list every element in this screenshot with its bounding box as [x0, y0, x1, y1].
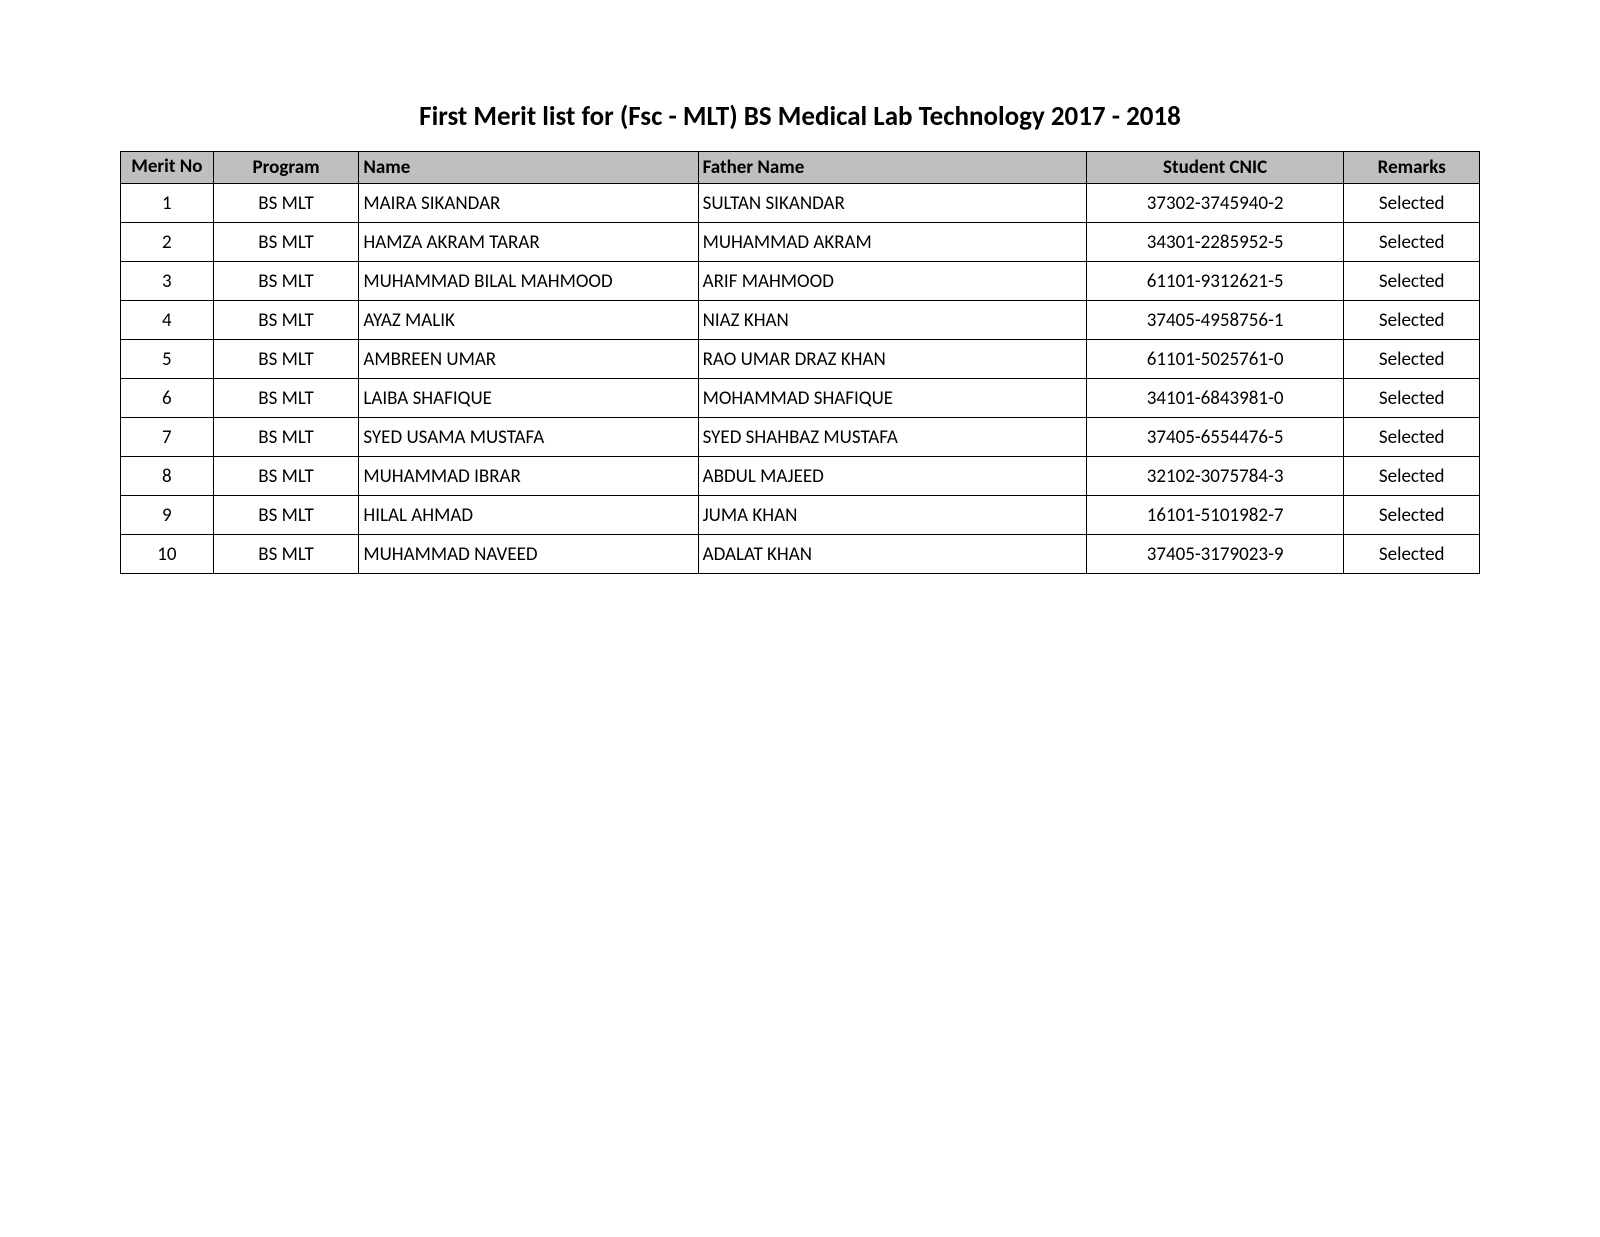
page-title: First Merit list for (Fsc - MLT) BS Medi… — [120, 100, 1480, 133]
column-header: Student CNIC — [1086, 152, 1344, 184]
cell-program: BS MLT — [213, 418, 359, 457]
header-row: Merit NoProgramNameFather NameStudent CN… — [121, 152, 1480, 184]
cell-cnic: 34301-2285952-5 — [1086, 223, 1344, 262]
cell-father: NIAZ KHAN — [698, 301, 1086, 340]
cell-merit: 2 — [121, 223, 214, 262]
cell-father: JUMA KHAN — [698, 496, 1086, 535]
cell-program: BS MLT — [213, 301, 359, 340]
document-container: First Merit list for (Fsc - MLT) BS Medi… — [0, 0, 1600, 574]
cell-name: HAMZA AKRAM TARAR — [359, 223, 698, 262]
cell-father: RAO UMAR DRAZ KHAN — [698, 340, 1086, 379]
cell-name: SYED USAMA MUSTAFA — [359, 418, 698, 457]
cell-program: BS MLT — [213, 340, 359, 379]
cell-cnic: 37405-4958756-1 — [1086, 301, 1344, 340]
cell-program: BS MLT — [213, 379, 359, 418]
cell-merit: 6 — [121, 379, 214, 418]
cell-remarks: Selected — [1344, 223, 1480, 262]
table-row: 6BS MLTLAIBA SHAFIQUEMOHAMMAD SHAFIQUE34… — [121, 379, 1480, 418]
cell-merit: 8 — [121, 457, 214, 496]
cell-name: AYAZ MALIK — [359, 301, 698, 340]
column-header: Program — [213, 152, 359, 184]
cell-merit: 1 — [121, 184, 214, 223]
table-row: 1BS MLTMAIRA SIKANDARSULTAN SIKANDAR3730… — [121, 184, 1480, 223]
table-body: 1BS MLTMAIRA SIKANDARSULTAN SIKANDAR3730… — [121, 184, 1480, 574]
column-header: Merit No — [121, 152, 214, 184]
cell-remarks: Selected — [1344, 340, 1480, 379]
cell-merit: 5 — [121, 340, 214, 379]
cell-name: MUHAMMAD NAVEED — [359, 535, 698, 574]
cell-name: MAIRA SIKANDAR — [359, 184, 698, 223]
cell-program: BS MLT — [213, 457, 359, 496]
cell-name: AMBREEN UMAR — [359, 340, 698, 379]
cell-cnic: 32102-3075784-3 — [1086, 457, 1344, 496]
cell-remarks: Selected — [1344, 496, 1480, 535]
cell-father: ADALAT KHAN — [698, 535, 1086, 574]
cell-program: BS MLT — [213, 535, 359, 574]
cell-merit: 4 — [121, 301, 214, 340]
cell-cnic: 61101-5025761-0 — [1086, 340, 1344, 379]
cell-name: LAIBA SHAFIQUE — [359, 379, 698, 418]
cell-remarks: Selected — [1344, 379, 1480, 418]
cell-program: BS MLT — [213, 262, 359, 301]
cell-remarks: Selected — [1344, 301, 1480, 340]
column-header: Remarks — [1344, 152, 1480, 184]
cell-program: BS MLT — [213, 223, 359, 262]
cell-cnic: 16101-5101982-7 — [1086, 496, 1344, 535]
cell-program: BS MLT — [213, 184, 359, 223]
cell-remarks: Selected — [1344, 457, 1480, 496]
cell-father: ARIF MAHMOOD — [698, 262, 1086, 301]
table-row: 10BS MLTMUHAMMAD NAVEEDADALAT KHAN37405-… — [121, 535, 1480, 574]
cell-merit: 3 — [121, 262, 214, 301]
cell-merit: 7 — [121, 418, 214, 457]
table-header: Merit NoProgramNameFather NameStudent CN… — [121, 152, 1480, 184]
cell-father: MOHAMMAD SHAFIQUE — [698, 379, 1086, 418]
cell-father: ABDUL MAJEED — [698, 457, 1086, 496]
table-row: 8BS MLTMUHAMMAD IBRARABDUL MAJEED32102-3… — [121, 457, 1480, 496]
cell-father: SYED SHAHBAZ MUSTAFA — [698, 418, 1086, 457]
cell-cnic: 37405-3179023-9 — [1086, 535, 1344, 574]
table-row: 9BS MLTHILAL AHMADJUMA KHAN16101-5101982… — [121, 496, 1480, 535]
table-row: 7BS MLTSYED USAMA MUSTAFASYED SHAHBAZ MU… — [121, 418, 1480, 457]
column-header: Name — [359, 152, 698, 184]
cell-cnic: 34101-6843981-0 — [1086, 379, 1344, 418]
table-row: 3BS MLTMUHAMMAD BILAL MAHMOODARIF MAHMOO… — [121, 262, 1480, 301]
cell-father: SULTAN SIKANDAR — [698, 184, 1086, 223]
cell-remarks: Selected — [1344, 535, 1480, 574]
cell-merit: 9 — [121, 496, 214, 535]
cell-remarks: Selected — [1344, 418, 1480, 457]
cell-cnic: 37302-3745940-2 — [1086, 184, 1344, 223]
cell-program: BS MLT — [213, 496, 359, 535]
cell-remarks: Selected — [1344, 262, 1480, 301]
cell-name: MUHAMMAD IBRAR — [359, 457, 698, 496]
cell-merit: 10 — [121, 535, 214, 574]
cell-name: HILAL AHMAD — [359, 496, 698, 535]
cell-remarks: Selected — [1344, 184, 1480, 223]
table-row: 4BS MLTAYAZ MALIKNIAZ KHAN37405-4958756-… — [121, 301, 1480, 340]
table-row: 2BS MLTHAMZA AKRAM TARARMUHAMMAD AKRAM34… — [121, 223, 1480, 262]
table-row: 5BS MLTAMBREEN UMARRAO UMAR DRAZ KHAN611… — [121, 340, 1480, 379]
cell-cnic: 61101-9312621-5 — [1086, 262, 1344, 301]
column-header: Father Name — [698, 152, 1086, 184]
cell-cnic: 37405-6554476-5 — [1086, 418, 1344, 457]
cell-father: MUHAMMAD AKRAM — [698, 223, 1086, 262]
cell-name: MUHAMMAD BILAL MAHMOOD — [359, 262, 698, 301]
merit-table: Merit NoProgramNameFather NameStudent CN… — [120, 151, 1480, 574]
